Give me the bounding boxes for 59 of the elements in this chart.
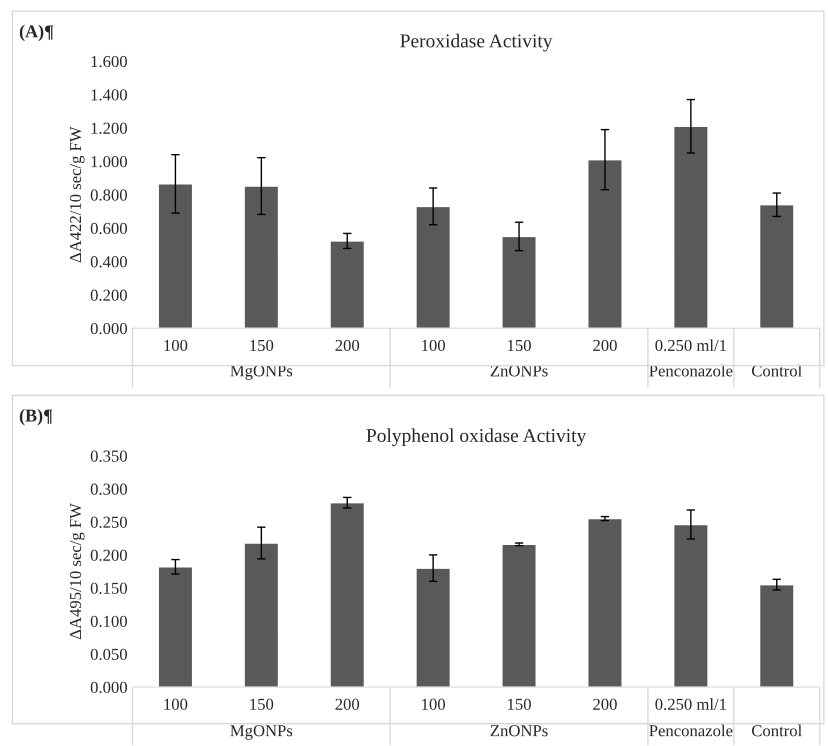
y-axis-title: ΔA495/10 sec/g FW [70, 503, 85, 640]
bar [501, 236, 537, 328]
y-tick-label: 1.400 [92, 89, 127, 101]
y-tick-label: 0.200 [90, 290, 127, 301]
x-tick-label: 0.250 ml/1 [655, 698, 726, 710]
y-tick-label: 1.200 [92, 122, 127, 134]
y-axis-title: ΔA422/10 sec/g FW [70, 126, 85, 262]
bar [587, 158, 623, 328]
x-tick-label: 100 [164, 340, 188, 352]
y-tick-label: 0.000 [90, 682, 127, 694]
y-tick-label: 1.600 [92, 56, 127, 68]
bar [415, 206, 452, 328]
y-tick-label: 0.350 [90, 450, 127, 462]
x-tick-label: 0.250 ml/1 [655, 339, 726, 352]
bar [243, 185, 280, 328]
text: MgONPs [230, 725, 292, 740]
x-tick-label: 200 [335, 340, 360, 352]
x-tick-label: 100 [422, 698, 446, 710]
x-tick-label: 200 [335, 698, 360, 710]
y-tick-label: 0.800 [90, 189, 127, 201]
x-tick-label: 100 [422, 340, 446, 352]
text: (A)¶ [20, 24, 54, 42]
text: Control [752, 724, 802, 736]
bar [672, 524, 709, 688]
y-tick-label: 0.600 [90, 222, 127, 234]
y-tick-label: 0.200 [90, 550, 127, 561]
chart-title: Polyphenol oxidase Activity [366, 428, 586, 446]
bar [243, 542, 280, 688]
bar [672, 126, 709, 328]
y-tick-label: 0.300 [90, 484, 127, 495]
bar [158, 566, 194, 688]
bar [758, 584, 795, 688]
y-tick-label: 0.150 [90, 582, 127, 594]
x-tick-label: 150 [508, 698, 531, 710]
bar [158, 183, 194, 328]
text: Penconazole [649, 724, 732, 736]
bar [501, 544, 537, 688]
x-tick-label: 200 [593, 340, 617, 352]
bar [329, 240, 366, 328]
bar [415, 567, 452, 688]
x-tick-label: 150 [250, 340, 274, 352]
y-tick-label: 0.400 [90, 256, 127, 268]
x-tick-label: 100 [164, 698, 188, 710]
y-tick-label: 0.050 [90, 648, 127, 660]
text: Control [752, 364, 802, 376]
text: ZnONPs [490, 725, 548, 736]
text: Penconazole [649, 364, 732, 376]
text: (B)¶ [20, 408, 52, 426]
y-tick-label: 0.100 [90, 616, 127, 628]
y-tick-label: 0.250 [90, 516, 127, 528]
x-tick-label: 150 [250, 698, 274, 710]
bar [329, 502, 366, 688]
x-tick-label: 200 [593, 698, 617, 710]
y-tick-label: 1.000 [92, 156, 127, 168]
x-tick-label: 150 [508, 340, 531, 352]
bar [587, 518, 623, 688]
bar [758, 204, 795, 328]
chart-title: Peroxidase Activity [400, 34, 552, 52]
y-tick-label: 0.000 [90, 322, 127, 334]
